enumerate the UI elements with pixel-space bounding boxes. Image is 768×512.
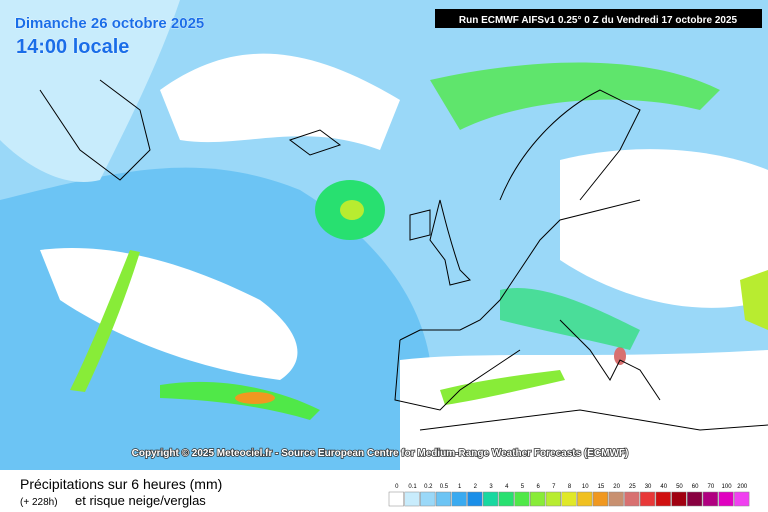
- legend-swatch: [482, 491, 499, 507]
- run-box: [435, 9, 762, 28]
- legend-label: 0: [395, 484, 399, 490]
- legend-label: 10: [582, 484, 589, 490]
- legend-swatch: [608, 491, 624, 507]
- legend-label: 20: [613, 484, 620, 490]
- legend-label: 4: [505, 484, 509, 490]
- legend-swatch: [514, 491, 530, 507]
- legend-swatch: [404, 491, 420, 507]
- legend-label: 100: [722, 484, 733, 490]
- legend-swatch: [655, 491, 671, 507]
- legend-swatch: [530, 491, 546, 507]
- map: [0, 0, 768, 470]
- legend-swatch: [451, 491, 467, 507]
- legend-label: 7: [552, 484, 556, 490]
- legend-label: 0.2: [424, 484, 433, 490]
- footer-title: Précipitations sur 6 heures (mm): [20, 476, 222, 492]
- legend-label: 60: [692, 484, 699, 490]
- legend: 0 0.1 0.2 0.5 1 2 3 4 5 6 7 8 10 15 20 25 30 40 50 60 70 100 2…: [388, 484, 750, 507]
- legend-swatch: [718, 491, 734, 507]
- legend-swatch: [639, 491, 656, 507]
- date: Dimanche 26 octobre 2025: [15, 15, 204, 32]
- legend-label: 0.1: [408, 484, 417, 490]
- legend-swatch: [671, 491, 687, 507]
- legend-swatch: [592, 491, 609, 507]
- footer-lead: (+ 228h): [20, 497, 58, 508]
- legend-swatch: [577, 491, 593, 507]
- time: 14:00 locale: [16, 36, 129, 58]
- run-info: Run ECMWF AIFSv1 0.25° 0 Z du Vendredi 1…: [459, 15, 738, 26]
- legend-swatch: [545, 491, 561, 507]
- legend-label: 30: [645, 484, 652, 490]
- legend-swatch: [702, 491, 718, 507]
- legend-label: 0.5: [440, 484, 449, 490]
- legend-swatch: [498, 491, 514, 507]
- legend-label: 200: [737, 484, 748, 490]
- legend-label: 70: [708, 484, 715, 490]
- legend-swatch: [561, 491, 577, 507]
- legend-swatch: [687, 491, 703, 507]
- legend-label: 50: [676, 484, 683, 490]
- legend-swatch: [388, 491, 404, 507]
- legend-swatch: [435, 491, 452, 507]
- legend-label: 5: [521, 484, 525, 490]
- legend-swatch: [420, 491, 436, 507]
- footer-subtitle: et risque neige/verglas: [75, 493, 206, 508]
- copyright: Copyright © 2025 Meteociel.fr - Source E…: [132, 448, 629, 459]
- legend-label: 1: [458, 484, 462, 490]
- legend-label: 6: [536, 484, 540, 490]
- legend-swatch: [467, 491, 483, 507]
- legend-label: 8: [568, 484, 572, 490]
- legend-label: 40: [660, 484, 667, 490]
- legend-label: 15: [598, 484, 605, 490]
- legend-swatch: [734, 491, 750, 507]
- legend-label: 25: [629, 484, 636, 490]
- legend-label: 2: [474, 484, 478, 490]
- legend-swatch: [624, 491, 640, 507]
- legend-label: 3: [489, 484, 493, 490]
